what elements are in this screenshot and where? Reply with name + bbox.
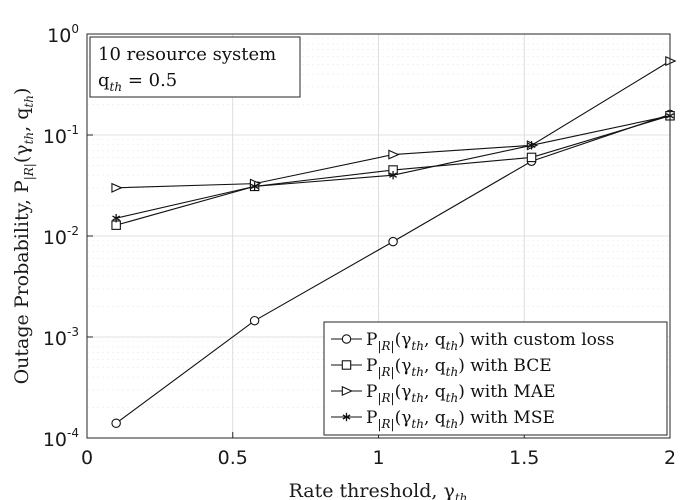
- legend-marker: [341, 360, 352, 370]
- data-point: [388, 236, 398, 247]
- y-tick-label: 10-3: [43, 325, 79, 350]
- legend-label: P|R|(γth, qth) with MSE: [366, 408, 555, 431]
- data-point: [111, 418, 121, 428]
- legend-item: P|R|(γth, qth) with BCE: [331, 356, 552, 379]
- data-point: [111, 182, 123, 193]
- y-tick-label: 10-4: [43, 426, 79, 451]
- data-point: [388, 149, 400, 160]
- marker-stroke: [389, 172, 398, 178]
- ticks: 0 0.5 1 1.5 2 10-4 10-3 10-2 10-1 100: [43, 22, 676, 469]
- x-tick-label: 0.5: [218, 447, 248, 469]
- legend-item: P|R|(γth, qth) with custom loss: [331, 330, 614, 353]
- y-tick-label: 100: [47, 22, 79, 47]
- series-layer: [111, 55, 677, 428]
- annotation-line-2: qth = 0.5: [98, 70, 177, 94]
- marker-stroke: [342, 414, 351, 420]
- legend-item: P|R|(γth, qth) with MAE: [331, 382, 556, 405]
- annotation-box: 10 resource system qth = 0.5: [89, 36, 301, 98]
- series-asterisk: [112, 111, 674, 223]
- y-tick-label: 10-1: [43, 123, 79, 148]
- marker-stroke: [527, 142, 536, 149]
- legend-label: P|R|(γth, qth) with custom loss: [366, 330, 614, 353]
- marker-stroke: [250, 183, 259, 190]
- legend-label: P|R|(γth, qth) with MAE: [366, 382, 556, 405]
- x-tick-label: 1.5: [509, 447, 539, 469]
- annotation-line-1: 10 resource system: [98, 44, 276, 65]
- x-tick-label: 1: [372, 447, 384, 469]
- legend-marker: [341, 334, 352, 344]
- legend: P|R|(γth, qth) with custom loss P|R|(γth,…: [323, 321, 668, 436]
- data-point: [526, 152, 537, 163]
- y-tick-label: 10-2: [43, 224, 79, 249]
- legend-label: P|R|(γth, qth) with BCE: [366, 356, 552, 379]
- data-point: [389, 170, 398, 180]
- data-point: [250, 182, 259, 191]
- data-point: [527, 141, 536, 150]
- marker-stroke: [112, 215, 121, 221]
- legend-item: P|R|(γth, qth) with MSE: [331, 408, 555, 431]
- legend-marker: [342, 412, 351, 422]
- y-axis-label: Outage Probability, P|R|(γth, qth): [11, 88, 36, 385]
- legend-marker: [341, 385, 354, 397]
- x-tick-label: 2: [664, 447, 676, 469]
- data-point: [249, 315, 260, 326]
- x-tick-label: 0: [81, 447, 93, 469]
- x-axis-label: Rate threshold, γth​: [289, 480, 468, 500]
- series-square: [111, 111, 675, 230]
- data-point: [112, 214, 121, 223]
